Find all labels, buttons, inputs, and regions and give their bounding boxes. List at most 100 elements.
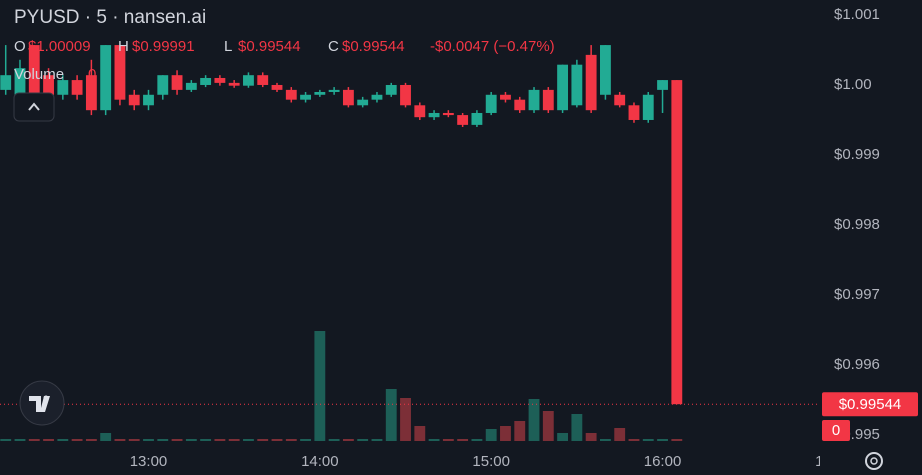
volume-bar	[57, 439, 69, 441]
last-price-tag	[822, 392, 918, 417]
volume-bar	[457, 439, 469, 441]
volume-bar	[228, 439, 240, 441]
candle-body	[542, 89, 554, 111]
volume-bar	[500, 426, 511, 441]
candle-body	[442, 112, 454, 116]
volume-bar	[414, 426, 426, 441]
last-volume-label: 0	[832, 422, 840, 439]
legend-value: $0.99991	[132, 38, 195, 55]
volume-bar	[642, 439, 654, 441]
legend-key: O	[14, 38, 26, 55]
gear-center	[870, 457, 878, 465]
candle-body	[143, 94, 154, 106]
volume-bar	[271, 439, 283, 441]
volume-bar	[428, 439, 440, 441]
candle-body	[43, 75, 54, 95]
candle-body	[614, 94, 626, 106]
last-price-label: $0.99544	[839, 396, 902, 413]
volume-value: 0	[88, 66, 96, 83]
legend-value: $0.99544	[238, 38, 301, 55]
volume-bar	[243, 439, 254, 441]
candle-body	[485, 94, 497, 113]
candle-body	[657, 80, 668, 90]
candle-body	[571, 64, 583, 106]
volume-bar	[100, 433, 112, 441]
candle-body	[642, 94, 654, 120]
candle-body	[400, 84, 411, 106]
candle-body	[300, 94, 311, 100]
volume-bar	[14, 439, 26, 441]
logo-dot	[43, 395, 49, 401]
volume-bar	[342, 439, 354, 441]
chevron-icon	[28, 102, 40, 111]
volume-bar	[114, 439, 126, 441]
candle-body	[0, 75, 12, 90]
volume-bar	[285, 439, 297, 441]
volume-bar	[300, 439, 311, 441]
volume-bar	[557, 433, 569, 441]
logo-circle	[19, 380, 65, 426]
candle-body	[342, 89, 354, 106]
candle-body	[371, 94, 383, 100]
candle-body	[100, 45, 112, 111]
y-tick-label: $0.998	[834, 216, 880, 233]
candle-body	[328, 89, 340, 92]
candle-body	[114, 45, 126, 100]
candle-body	[285, 89, 297, 100]
legend-value: $1.00009	[28, 38, 91, 55]
candle-body	[171, 75, 183, 90]
volume-bar	[328, 439, 340, 441]
candle-body	[243, 75, 254, 86]
volume-bar	[542, 411, 554, 441]
candle-body	[557, 64, 569, 111]
candle-body	[628, 105, 640, 120]
candle-body	[271, 84, 283, 90]
volume-bar	[157, 439, 169, 441]
settings-button[interactable]	[865, 452, 883, 470]
volume-bar	[442, 439, 454, 441]
x-tick-label: 14:00	[301, 453, 339, 470]
volume-bar	[599, 439, 611, 441]
tv-logo[interactable]	[19, 380, 65, 426]
chart-title: PYUSD · 5 · nansen.ai	[14, 7, 206, 28]
volume-bar	[257, 439, 269, 441]
volume-bar	[43, 439, 54, 441]
button-box[interactable]	[13, 92, 55, 122]
volume-bar	[185, 439, 197, 441]
collapse-button[interactable]	[13, 92, 55, 122]
candle-body	[585, 54, 597, 111]
volume-bar	[357, 439, 369, 441]
candle-body	[599, 45, 611, 95]
volume-label: Volume	[14, 66, 64, 83]
legend-key: L	[224, 38, 232, 55]
volume-bar	[514, 421, 526, 441]
candle-body	[85, 75, 97, 111]
candle-body	[471, 112, 483, 125]
volume-bar	[128, 439, 140, 441]
candle-body	[414, 105, 426, 118]
candle-body	[185, 82, 197, 90]
price-axis: $1.001 $1.00 $0.999 $0.998 $0.997 $0.996 $0.99…	[822, 6, 918, 443]
volume-bar	[314, 331, 326, 441]
volume-bar	[371, 439, 383, 441]
candle-body	[157, 75, 169, 95]
candle-body	[214, 77, 226, 83]
x-tick-label: 15:00	[472, 453, 510, 470]
candle-body	[457, 115, 469, 125]
volume-bar	[0, 439, 12, 441]
volume-bar	[657, 439, 668, 441]
candle-body	[200, 77, 212, 85]
gear-icon[interactable]	[865, 452, 883, 470]
volume-bar	[628, 439, 640, 441]
candle-body	[500, 94, 511, 100]
candle-body	[314, 91, 326, 95]
y-tick-label: $0.996	[834, 356, 880, 373]
change: -$0.0047 (−0.47%)	[430, 38, 555, 55]
volume-bar	[214, 439, 226, 441]
candle-body	[14, 68, 26, 95]
volume-bar	[171, 439, 183, 441]
candle-body	[57, 80, 69, 95]
